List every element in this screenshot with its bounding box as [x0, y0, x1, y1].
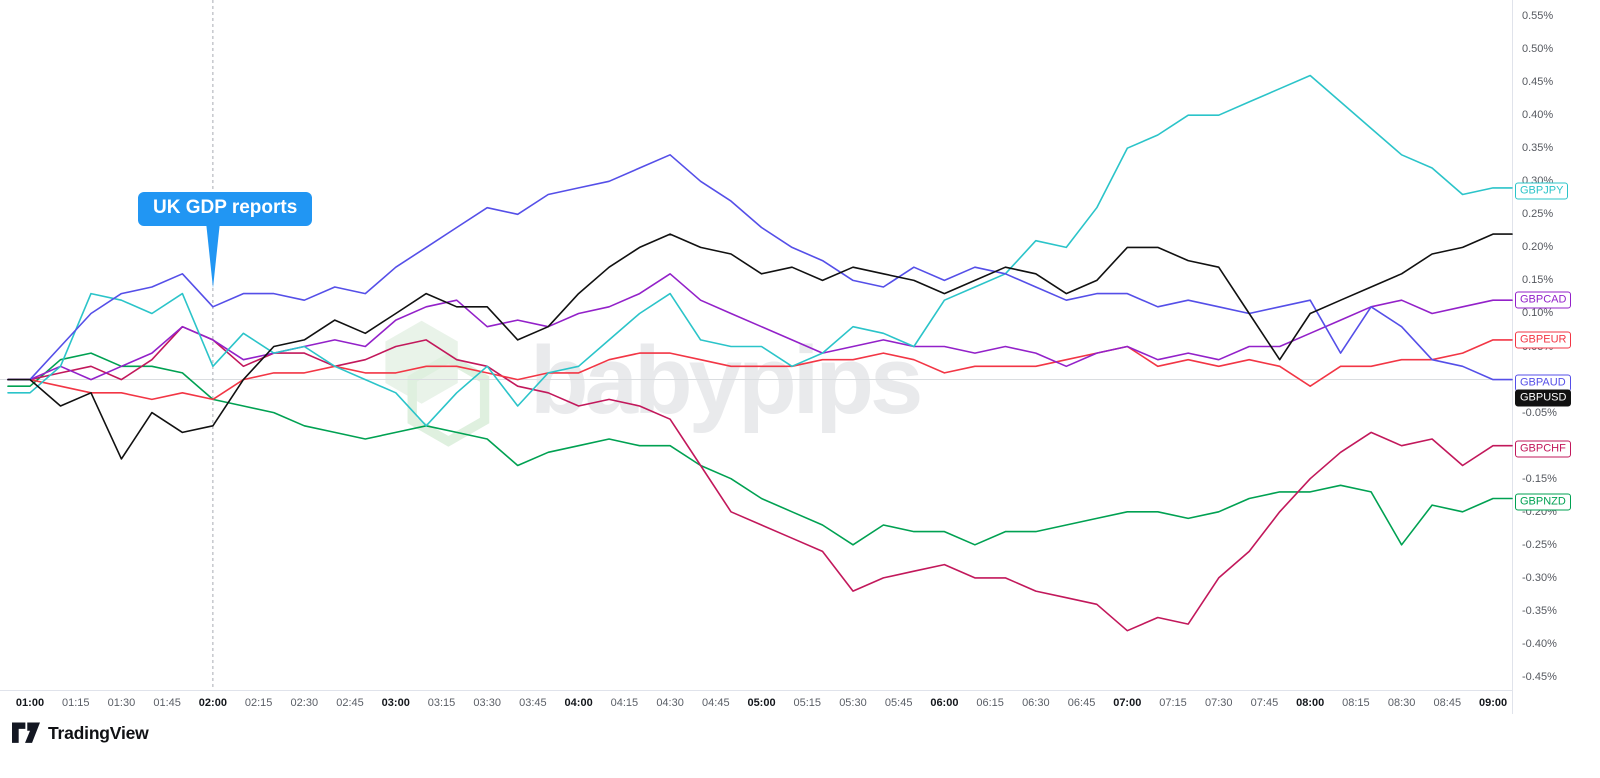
series-line-gbpnzd [7, 352, 1513, 546]
series-line-gbpcad [7, 272, 1513, 381]
pair-label-gbpjpy: GBPJPY [1515, 182, 1569, 200]
price-tick-label: -0.45% [1522, 671, 1557, 683]
time-label: 01:45 [153, 697, 181, 709]
time-axis[interactable]: 01:00 01:15 01:30 01:45 02:00 02:15 02:30 02:45… [0, 690, 1512, 716]
pair-label-gbpusd: GBPUSD [1515, 389, 1572, 407]
time-label: 03:15 [427, 697, 456, 709]
time-label: 05:30 [839, 697, 867, 709]
tradingview-logo-icon [12, 722, 40, 743]
time-label: 08:45 [1433, 697, 1462, 709]
time-label: 03:00 [381, 697, 410, 709]
series-line-gbpjpy [7, 74, 1513, 427]
time-label: 08:30 [1387, 697, 1416, 709]
price-tick-label: 0.35% [1522, 142, 1554, 155]
price-tick-label: -0.40% [1522, 637, 1557, 650]
time-label: 04:00 [564, 697, 593, 709]
time-label: 07:15 [1159, 697, 1187, 709]
price-tick-label: 0.55% [1522, 10, 1554, 22]
time-label: 05:15 [793, 697, 821, 709]
babypips-logo-icon [385, 320, 490, 447]
time-label: 07:30 [1204, 697, 1233, 709]
time-label: 03:30 [473, 697, 501, 709]
time-label: 04:15 [610, 697, 639, 709]
time-label: 07:45 [1250, 697, 1279, 709]
tradingview-attribution: TradingView [12, 722, 149, 744]
pair-label-gbpeur: GBPEUR [1515, 331, 1572, 349]
price-tick-label: 0.40% [1522, 109, 1554, 122]
price-tick-label: -0.35% [1522, 604, 1557, 617]
price-tick-label: 0.15% [1522, 274, 1554, 287]
time-label: 06:15 [976, 697, 1004, 709]
time-label: 02:15 [244, 697, 273, 709]
time-label: 03:45 [519, 697, 547, 709]
price-tick-label: 0.45% [1522, 76, 1554, 89]
series-line-gbpusd [7, 233, 1513, 460]
series-line-gbpchf [7, 325, 1513, 632]
event-callout-pointer-icon [206, 222, 220, 288]
time-label: 09:00 [1478, 697, 1508, 709]
pair-label-gbpnzd: GBPNZD [1515, 493, 1571, 511]
price-tick-label: 0.10% [1522, 307, 1554, 320]
price-tick-label: -0.05% [1522, 406, 1557, 419]
time-label: 08:00 [1296, 697, 1325, 709]
time-label: 06:30 [1022, 697, 1050, 709]
price-tick-label: -0.15% [1522, 472, 1557, 485]
time-label: 01:15 [61, 697, 90, 709]
time-label: 06:00 [930, 697, 959, 709]
time-label: 08:15 [1342, 697, 1370, 709]
series-line-gbpeur [7, 339, 1513, 401]
time-label: 02:30 [290, 697, 319, 709]
pair-label-gbpchf: GBPCHF [1515, 440, 1571, 458]
price-axis[interactable]: 0.55% 0.50% 0.45% 0.40% 0.35% 0.30% 0.25% 0.20%… [1514, 0, 1600, 714]
watermark-text: babypips [530, 327, 923, 434]
time-label: 01:30 [107, 697, 136, 709]
time-label: 02:00 [198, 697, 227, 709]
time-label: 05:00 [747, 697, 776, 709]
babypips-watermark: babypips [368, 314, 923, 448]
price-tick-label: -0.25% [1522, 538, 1557, 551]
tradingview-brand: TradingView [48, 722, 149, 743]
time-label: 04:30 [656, 697, 684, 709]
event-callout[interactable]: UK GDP reports [138, 192, 313, 226]
time-label: 06:45 [1067, 697, 1096, 709]
time-label: 02:45 [336, 697, 364, 709]
time-label: 04:45 [702, 697, 730, 709]
price-tick-label: -0.30% [1522, 571, 1557, 584]
time-label: 05:45 [884, 697, 913, 709]
price-tick-label: 0.25% [1522, 208, 1554, 221]
price-tick-label: 0.20% [1522, 241, 1554, 254]
price-tick-label: 0.50% [1522, 43, 1554, 56]
time-label: 07:00 [1113, 697, 1142, 709]
pair-label-gbpcad: GBPCAD [1515, 291, 1572, 309]
time-label: 01:00 [15, 697, 45, 709]
series-line-gbpaud [7, 154, 1513, 381]
